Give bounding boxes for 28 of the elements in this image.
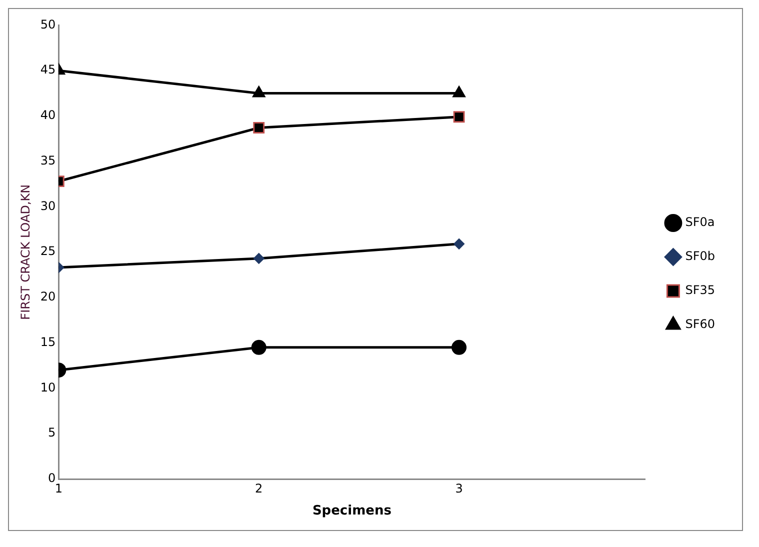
- point: [452, 86, 466, 98]
- y-tick-label: 15: [40, 334, 56, 349]
- y-tick-label: 5: [48, 426, 56, 440]
- y-tick-label: 0: [48, 471, 56, 486]
- y-tick-label: 25: [40, 244, 56, 258]
- point: [251, 340, 266, 355]
- x-axis-title: Specimens: [312, 504, 392, 519]
- x-tick-label: 2: [255, 481, 263, 496]
- legend-label: SF0b: [685, 249, 715, 264]
- point: [453, 111, 465, 123]
- x-tick-label: 1: [54, 481, 62, 496]
- y-tick-label: 45: [40, 62, 56, 77]
- legend-label: SF60: [685, 317, 716, 332]
- y-tick-label: 30: [40, 198, 56, 213]
- x-tick-label: 3: [455, 481, 463, 496]
- y-tick-label: 10: [40, 380, 56, 394]
- point: [253, 122, 265, 134]
- point: [452, 340, 467, 355]
- legend-label: SF0a: [685, 215, 715, 230]
- y-tick-label: 20: [40, 290, 56, 304]
- y-tick-label: 50: [40, 17, 56, 32]
- y-axis-title: FIRST CRACK LOAD,KN: [18, 184, 32, 320]
- point: [454, 238, 465, 250]
- point: [252, 86, 266, 98]
- y-tick-label: 40: [40, 108, 56, 122]
- legend-label: SF35: [685, 283, 716, 298]
- y-tick-label: 35: [40, 153, 56, 168]
- point: [253, 252, 264, 264]
